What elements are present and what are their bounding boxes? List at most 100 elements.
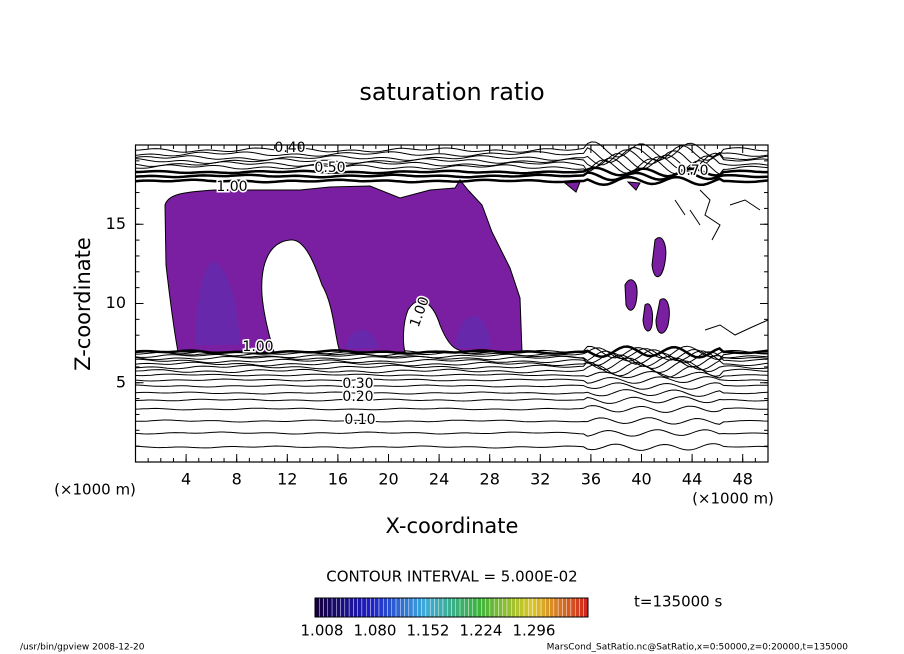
- x-tick-label: 8: [232, 470, 242, 489]
- x-tick-label: 16: [328, 470, 348, 489]
- colorbar-cell: [476, 597, 482, 618]
- colorbar-cell: [374, 597, 380, 618]
- colorbar-cell: [545, 597, 550, 618]
- colorbar: 1.008 1.080 1.152 1.224 1.296: [301, 597, 589, 640]
- contour-line: [135, 360, 768, 374]
- colorbar-cell: [498, 597, 503, 618]
- colorbar-cell: [575, 597, 580, 618]
- colorbar-cell: [566, 597, 572, 618]
- contour-label: 0.30: [342, 376, 373, 392]
- contour-label: 0.50: [314, 160, 345, 176]
- x-unit: (×1000 m): [692, 490, 774, 508]
- colorbar-cell: [472, 597, 478, 618]
- footer-left: /usr/bin/gpview 2008-12-20: [20, 643, 145, 653]
- colorbar-cell: [361, 597, 367, 618]
- colorbar-cell: [344, 597, 350, 618]
- colorbar-cell: [412, 597, 418, 618]
- contour-line: [674, 189, 769, 336]
- colorbar-tick-label: 1.224: [460, 622, 503, 640]
- colorbar-cell: [455, 597, 461, 618]
- colorbar-cell: [421, 597, 427, 618]
- colorbar-cell: [493, 597, 499, 618]
- x-tick-label: 20: [378, 470, 398, 489]
- colorbar-cell: [314, 597, 320, 618]
- colorbar-cell: [336, 597, 341, 618]
- colorbar-cell: [468, 597, 474, 618]
- contour-line: [135, 158, 768, 175]
- colorbar-cell: [519, 597, 525, 618]
- contour-line: [135, 364, 768, 378]
- colorbar-tick-label: 1.080: [354, 622, 397, 640]
- colorbar-cell: [404, 597, 410, 618]
- time-label: t=135000 s: [634, 593, 722, 611]
- footer-right: MarsCond_SatRatio.nc@SatRatio,x=0:50000,…: [547, 643, 849, 653]
- contour-line: [135, 382, 768, 390]
- colorbar-tick-label: 1.296: [513, 622, 556, 640]
- contour-line: [135, 354, 768, 368]
- contour-line: [135, 417, 768, 425]
- colorbar-tick-label: 1.152: [407, 622, 450, 640]
- x-unit-left: (×1000 m): [54, 481, 136, 499]
- colorbar-cell: [570, 597, 576, 618]
- contour-label: 0.70: [677, 163, 708, 179]
- colorbar-cell: [429, 597, 435, 618]
- colorbar-cell: [400, 597, 405, 618]
- contour-line: [135, 376, 768, 384]
- colorbar-cell: [583, 597, 589, 618]
- y-tick-label: 5: [116, 372, 126, 391]
- colorbar-cell: [451, 597, 456, 618]
- colorbar-cell: [357, 597, 363, 618]
- contour-line: [135, 389, 768, 397]
- saturated-region: [164, 179, 670, 353]
- colorbar-cell: [425, 597, 431, 618]
- colorbar-cell: [557, 597, 563, 618]
- colorbar-tick-label: 1.008: [301, 622, 344, 640]
- colorbar-cell: [370, 597, 375, 618]
- x-tick-label: 48: [733, 470, 753, 489]
- colorbar-cell: [383, 597, 388, 618]
- colorbar-cell: [528, 597, 533, 618]
- x-tick-label: 4: [181, 470, 191, 489]
- contour-line: [135, 429, 768, 437]
- contour-line: [135, 370, 768, 379]
- colorbar-cell: [365, 597, 371, 618]
- colorbar-cell: [447, 597, 452, 618]
- contour-line: [135, 155, 768, 173]
- colorbar-cell: [408, 597, 414, 618]
- colorbar-cell: [417, 597, 422, 618]
- contour-interval: CONTOUR INTERVAL = 5.000E-02: [326, 568, 577, 586]
- x-tick-label: 44: [682, 470, 702, 489]
- contour-line: [135, 357, 768, 371]
- colorbar-cell: [540, 597, 546, 618]
- colorbar-cell: [553, 597, 559, 618]
- colorbar-cell: [515, 597, 520, 618]
- colorbar-cell: [442, 597, 448, 618]
- colorbar-cell: [331, 597, 337, 618]
- contour-line: [135, 405, 768, 413]
- x-tick-label: 40: [631, 470, 651, 489]
- colorbar-cell: [323, 597, 328, 618]
- contour-label: 0.40: [274, 140, 305, 156]
- colorbar-cell: [327, 597, 333, 618]
- colorbar-cell: [489, 597, 495, 618]
- colorbar-cell: [353, 597, 358, 618]
- colorbar-frame: [314, 597, 589, 618]
- colorbar-cell: [387, 597, 392, 618]
- colorbar-cell: [340, 597, 346, 618]
- colorbar-cell: [485, 597, 491, 618]
- contour-line: [135, 443, 768, 451]
- chart-title: saturation ratio: [359, 78, 544, 106]
- contour-band: [135, 166, 768, 178]
- colorbar-cell: [532, 597, 538, 618]
- contour-label: 0.10: [344, 412, 375, 428]
- contour-line: [135, 149, 768, 167]
- contour-line: [135, 396, 768, 404]
- colorbar-cell: [481, 597, 486, 618]
- colorbar-cell: [395, 597, 401, 618]
- colorbar-cell: [523, 597, 529, 618]
- x-tick-label: 24: [429, 470, 449, 489]
- colorbar-cell: [502, 597, 508, 618]
- contour-label: 1.00: [216, 179, 247, 195]
